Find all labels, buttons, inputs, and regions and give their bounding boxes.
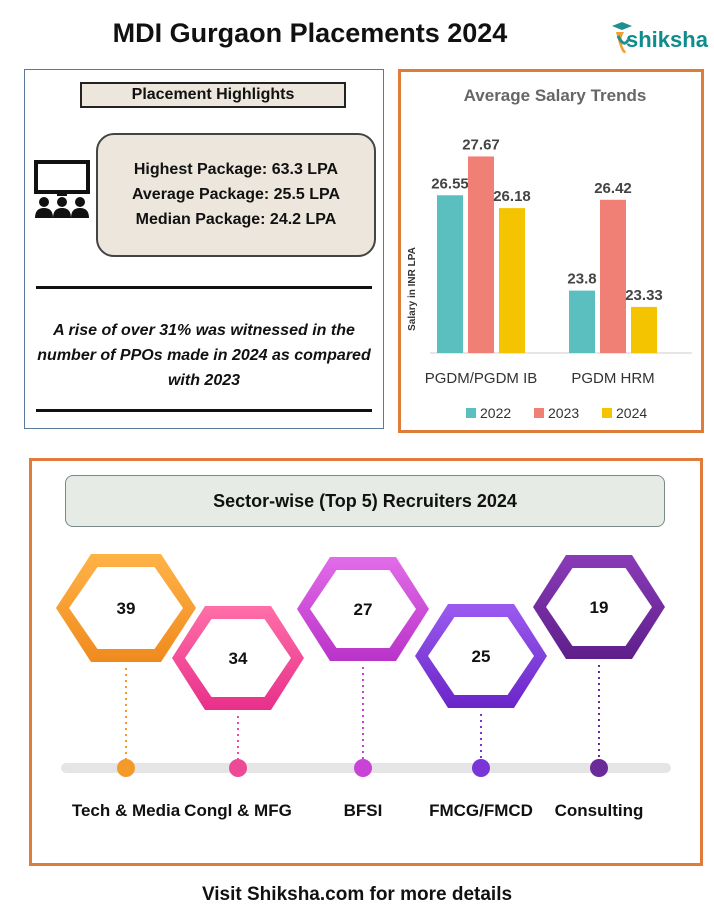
data-label: 26.42 [594,180,632,197]
legend-swatch-2023 [534,408,544,418]
placement-highlights-label: Placement Highlights [80,82,346,108]
sector-value: 25 [472,647,491,666]
package-summary-box [96,133,376,257]
bar-2022-1 [569,290,595,353]
footer-text: Visit Shiksha.com for more details [201,884,513,905]
bar-2023-0 [468,156,494,353]
data-label: 26.18 [493,188,531,205]
sector-label: Congl & MFG [184,801,292,820]
shiksha-logo [612,22,632,54]
graduation-cap-icon [612,22,632,30]
sector-label: Consulting [555,801,644,820]
sector-value: 34 [229,649,248,668]
hexagon-inner-3 [428,617,534,695]
legend-swatch-2024 [602,408,612,418]
sector-value: 39 [117,599,136,618]
sector-label: FMCG/FMCD [429,801,533,820]
bar-2022-0 [437,195,463,353]
timeline-dot [472,759,490,777]
data-label: 23.8 [567,271,596,288]
divider [36,409,372,412]
legend-label: 2022 [480,405,511,421]
sector-recruiters-panel [29,458,703,866]
presentation-audience-icon [34,160,90,218]
data-label: 27.67 [462,136,500,153]
sector-label: BFSI [344,801,383,820]
timeline-dot [354,759,372,777]
x-tick-label: PGDM/PGDM IB [425,370,538,387]
chart-title: Average Salary Trends [464,86,647,105]
sector-label: Tech & Media [72,801,181,820]
hexagon-inner-4 [546,568,652,646]
timeline-dot [229,759,247,777]
legend-swatch-2022 [466,408,476,418]
y-axis-label: Salary in INR LPA [407,247,418,331]
bar-2023-1 [600,199,626,353]
hexagon-inner-2 [310,570,416,648]
sector-header: Sector-wise (Top 5) Recruiters 2024 [65,475,665,527]
page-title: MDI Gurgaon Placements 2024 [112,18,508,48]
median-package: Median Package: 24.2 LPA [135,211,337,228]
bar-2024-0 [499,208,525,353]
sector-value: 27 [354,600,373,619]
sector-value: 19 [590,598,609,617]
data-label: 23.33 [625,287,663,304]
highest-package: Highest Package: 63.3 LPA [133,161,339,178]
x-tick-label: PGDM HRM [571,370,654,387]
average-package: Average Package: 25.5 LPA [131,186,341,203]
sector-recruiters-graphic: 39 Tech & Media 34 Congl & MFG 27 BFSI 25 FMCG/… [56,554,671,820]
data-label: 26.55 [431,175,469,192]
salary-chart-panel [398,69,704,433]
bar-2024-1 [631,306,657,353]
salary-trends-chart: Average Salary Trends Salary in INR LPA … [407,86,692,421]
placement-highlights-panel [24,69,384,429]
timeline-dot [590,759,608,777]
hexagon-inner-0 [69,567,183,649]
ppo-note: A rise of over 31% was witnessed in the … [37,322,371,389]
hexagon-inner-1 [185,619,291,697]
legend-label: 2024 [616,405,647,421]
legend-label: 2023 [548,405,579,421]
timeline-dot [117,759,135,777]
logo-wordmark: shiksha [626,27,708,52]
divider [36,286,372,289]
